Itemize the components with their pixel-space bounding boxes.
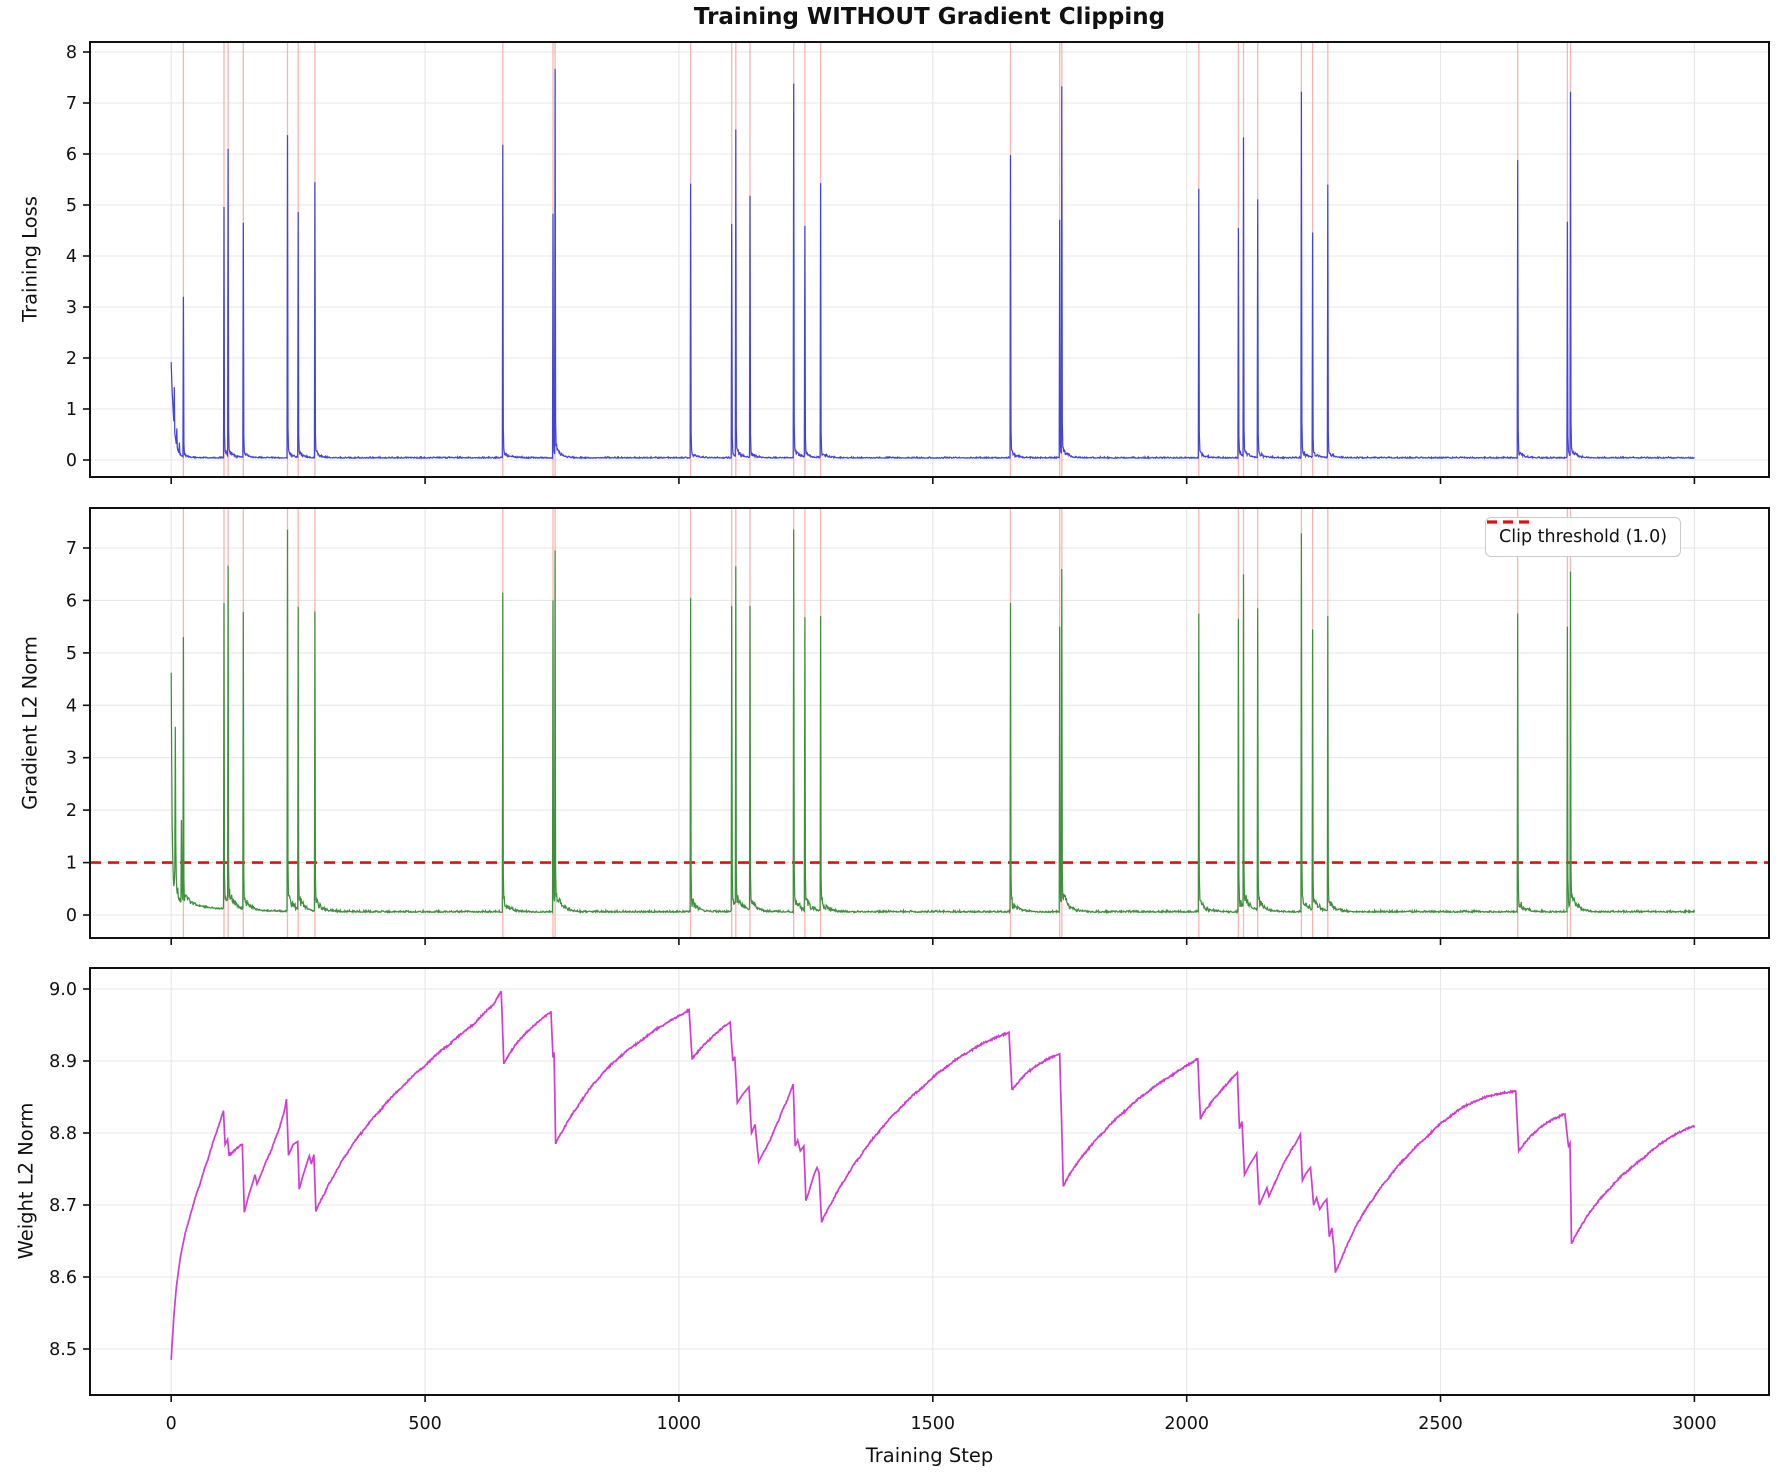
panel-spines: [89, 507, 1770, 939]
series-weight-norm: [170, 990, 1696, 1360]
x-axis-label: Training Step: [865, 1444, 994, 1467]
y-tick-label: 8.9: [49, 1052, 77, 1072]
y-tick-label: 2: [66, 349, 77, 369]
y-tick-label: 8.5: [49, 1340, 77, 1360]
legend-dash-sample: [1487, 520, 1531, 524]
y-tick-label: 5: [66, 196, 77, 216]
training-loss-line: [170, 68, 1695, 460]
y-tick-label: 3: [66, 298, 77, 318]
y-tick-label: 9.0: [49, 980, 77, 1000]
y-tick-label: 4: [66, 696, 77, 716]
series-training-loss: [170, 68, 1695, 460]
y-tick-label: 2: [66, 801, 77, 821]
y-tick-label: 1: [66, 400, 77, 420]
y-tick-label: 8.8: [49, 1124, 77, 1144]
y-tick-label: 7: [66, 94, 77, 114]
x-tick-label: 1000: [657, 1414, 702, 1434]
y-tick-label: 0: [66, 906, 77, 926]
weight-norm-line: [170, 990, 1696, 1360]
y-tick-label: 6: [66, 145, 77, 165]
y-tick-label: 6: [66, 591, 77, 611]
y-axis-label-weight-norm: Weight L2 Norm: [14, 1102, 38, 1260]
instability-event-lines: [182, 42, 1572, 938]
panel-spines: [89, 967, 1770, 1396]
series-gradient-norm: [170, 529, 1695, 915]
x-tick-label: 2000: [1164, 1414, 1209, 1434]
gradient-norm-line: [170, 529, 1695, 915]
y-tick-label: 3: [66, 749, 77, 769]
y-tick-label: 5: [66, 644, 77, 664]
axes: 0 1 2 3 4 5 6 7 8 0 1 2 3 4 5 6 7 8.5 8.6 8.7 8.8 8.9 9.0 0 500 1…: [49, 41, 1770, 1434]
gridlines: [90, 42, 1769, 1395]
legend-box: Clip threshold (1.0): [1485, 517, 1682, 557]
y-tick-label: 8: [66, 43, 77, 63]
y-axis-label-training-loss: Training Loss: [18, 196, 42, 322]
y-tick-label: 7: [66, 539, 77, 559]
y-tick-label: 1: [66, 854, 77, 874]
y-axis-label-gradient-norm: Gradient L2 Norm: [18, 636, 42, 810]
y-tick-label: 8.7: [49, 1196, 77, 1216]
x-tick-label: 500: [408, 1414, 441, 1434]
x-tick-label: 0: [166, 1414, 177, 1434]
legend-label: Clip threshold (1.0): [1499, 527, 1668, 547]
y-tick-label: 8.6: [49, 1268, 77, 1288]
y-tick-label: 0: [66, 451, 77, 471]
x-tick-label: 3000: [1672, 1414, 1717, 1434]
x-tick-label: 1500: [911, 1414, 956, 1434]
y-tick-label: 4: [66, 247, 77, 267]
figure-title: Training WITHOUT Gradient Clipping: [693, 4, 1166, 30]
x-tick-label: 2500: [1418, 1414, 1463, 1434]
panel-spines: [89, 41, 1770, 478]
